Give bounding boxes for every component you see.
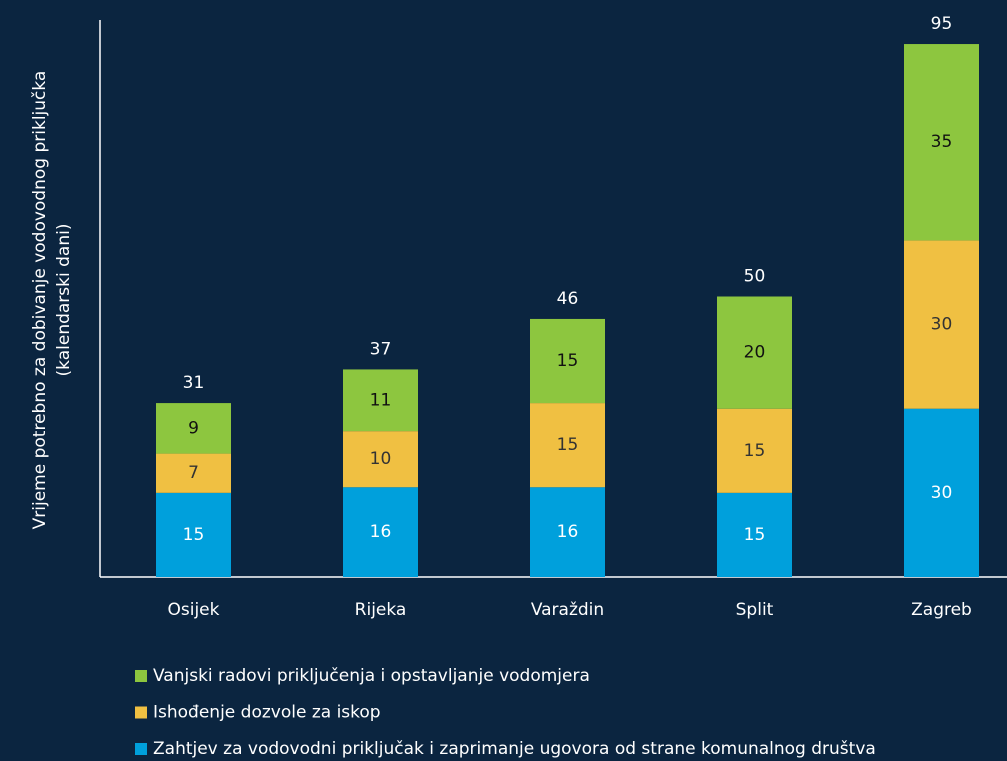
y-axis-label: Vrijeme potrebno za dobivanje vodovodnog… <box>30 71 50 530</box>
legend-label: Ishođenje dozvole za iskop <box>153 703 381 723</box>
segment-label: 35 <box>931 132 953 152</box>
bar-segment <box>156 492 231 577</box>
y-axis-label: (kalendarski dani) <box>54 224 74 377</box>
segment-label: 7 <box>188 463 199 483</box>
segment-label: 20 <box>744 343 766 363</box>
bar-segment <box>156 403 231 454</box>
x-tick-label: Zagreb <box>911 600 972 620</box>
legend-swatch <box>135 706 147 719</box>
legend-swatch <box>135 743 147 755</box>
x-tick-label: Split <box>736 600 774 620</box>
total-label: 37 <box>370 339 392 359</box>
segment-label: 15 <box>744 441 766 461</box>
segment-label: 15 <box>183 525 205 545</box>
segment-label: 15 <box>744 525 766 545</box>
bar-segment <box>530 487 605 577</box>
total-label: 50 <box>744 267 766 287</box>
segment-label: 16 <box>370 522 392 542</box>
segment-label: 16 <box>557 522 579 542</box>
bar-segment <box>530 318 605 404</box>
total-label: 46 <box>557 289 579 309</box>
x-tick-label: Osijek <box>168 600 220 620</box>
total-label: 95 <box>931 14 953 34</box>
bar-segment <box>156 453 231 493</box>
segment-label: 11 <box>370 390 392 410</box>
segment-label: 30 <box>931 315 953 335</box>
segment-label: 10 <box>370 449 392 469</box>
segment-label: 15 <box>557 435 579 455</box>
x-tick-label: Varaždin <box>531 600 604 620</box>
legend-swatch <box>135 670 147 682</box>
bar-segment <box>343 431 418 488</box>
bar-segment <box>530 403 605 488</box>
bar-segment <box>717 492 792 577</box>
bar-segment <box>904 408 979 577</box>
bar-segment <box>343 487 418 577</box>
segment-label: 9 <box>188 418 199 438</box>
segment-label: 30 <box>931 483 953 503</box>
bar-segment <box>717 296 792 409</box>
legend-label: Vanjski radovi priključenja i opstavljan… <box>153 666 590 686</box>
bar-segment <box>343 369 418 432</box>
bar-segment <box>717 408 792 493</box>
total-label: 31 <box>183 373 205 393</box>
x-tick-label: Rijeka <box>355 600 407 620</box>
bar-segment <box>904 44 979 241</box>
bar-segment <box>904 240 979 409</box>
segment-label: 15 <box>557 351 579 371</box>
legend-label: Zahtjev za vodovodni priključak i zaprim… <box>153 739 876 759</box>
